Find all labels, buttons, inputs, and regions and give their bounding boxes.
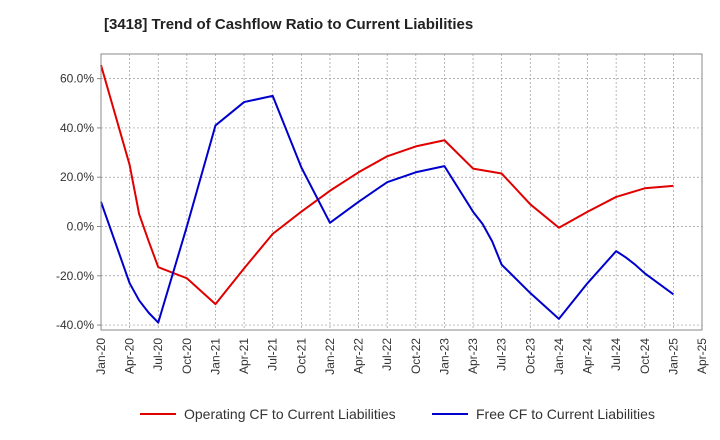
x-tick-label: Apr-21 (237, 338, 251, 374)
y-tick-label: 20.0% (60, 170, 94, 184)
legend-item-free: Free CF to Current Liabilities (432, 404, 655, 424)
series-line-free-cf (100, 94, 674, 324)
legend-swatch-operating (140, 413, 176, 415)
x-tick-label: Apr-24 (581, 338, 595, 374)
legend-label-free: Free CF to Current Liabilities (476, 406, 655, 422)
legend-item-operating: Operating CF to Current Liabilities (140, 404, 396, 424)
x-tick-label: Jan-22 (323, 338, 337, 375)
chart-title: [3418] Trend of Cashflow Ratio to Curren… (104, 16, 474, 33)
x-tick-label: Oct-21 (294, 338, 308, 374)
series-line-operating-cf (100, 64, 674, 306)
legend-label-operating: Operating CF to Current Liabilities (184, 406, 396, 422)
x-tick-label: Apr-25 (695, 338, 709, 374)
x-tick-label: Apr-20 (123, 338, 137, 374)
legend-swatch-free (432, 413, 468, 415)
y-tick-label: -20.0% (56, 269, 94, 283)
x-tick-label: Oct-23 (523, 338, 537, 374)
x-tick-label: Jul-24 (609, 338, 623, 371)
x-tick-label: Oct-24 (638, 338, 652, 374)
x-tick-label: Jul-22 (380, 338, 394, 371)
y-tick-label: 40.0% (60, 121, 94, 135)
x-tick-label: Oct-20 (180, 338, 194, 374)
x-tick-label: Jan-23 (437, 338, 451, 375)
grid-lines (100, 54, 703, 330)
x-tick-label: Apr-22 (352, 338, 366, 374)
x-axis-ticks: Jan-20 Apr-20 Jul-20 Oct-20 Jan-21 Apr-21 Jul-… (94, 338, 709, 375)
x-tick-label: Jan-20 (94, 338, 108, 375)
y-axis-ticks: -40.0% -20.0% 0.0% 20.0% 40.0% 60.0% (56, 72, 101, 332)
plot-border (100, 53, 703, 331)
x-tick-label: Jan-25 (666, 338, 680, 375)
y-tick-label: 60.0% (60, 72, 94, 86)
x-tick-label: Jul-23 (495, 338, 509, 371)
x-tick-label: Jan-21 (208, 338, 222, 375)
y-tick-label: 0.0% (67, 220, 95, 234)
x-tick-label: Jul-21 (266, 338, 280, 371)
x-tick-label: Jul-20 (151, 338, 165, 371)
x-tick-label: Apr-23 (466, 338, 480, 374)
x-tick-label: Jan-24 (552, 338, 566, 375)
series-lines (100, 64, 674, 324)
y-tick-label: -40.0% (56, 318, 94, 332)
x-tick-label: Oct-22 (409, 338, 423, 374)
